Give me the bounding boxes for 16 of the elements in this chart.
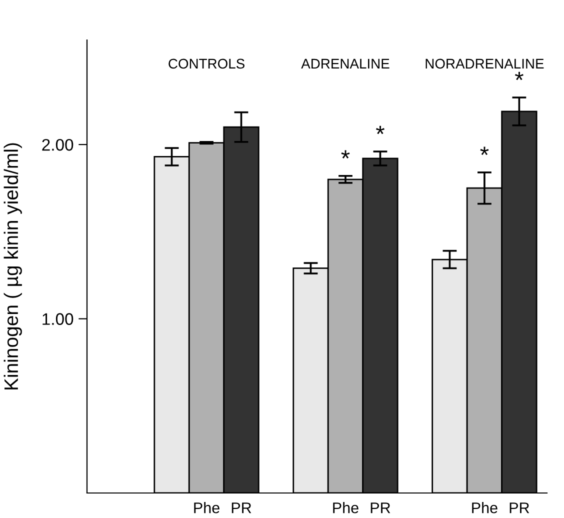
data-label: * (480, 146, 489, 156)
data-label: * (376, 126, 384, 134)
text: PR (370, 502, 390, 514)
series-label: PR (232, 502, 252, 514)
annotation: NORADRENALINE (426, 58, 544, 69)
y-axis-title: Kininogen ( µg kinin yield/ml) (4, 143, 22, 390)
text: Phe (333, 502, 358, 514)
annotation: ADRENALINE (301, 58, 390, 68)
text: PR (510, 502, 530, 514)
data-label: * (514, 72, 524, 80)
data-label: * (341, 150, 350, 159)
y-tick-label: 1.00 (42, 313, 74, 325)
annotation: CONTROLS (168, 58, 244, 69)
y-tick-label: 2.00 (42, 138, 74, 151)
text: Phe (472, 502, 498, 514)
series-label: Phe (194, 502, 220, 514)
